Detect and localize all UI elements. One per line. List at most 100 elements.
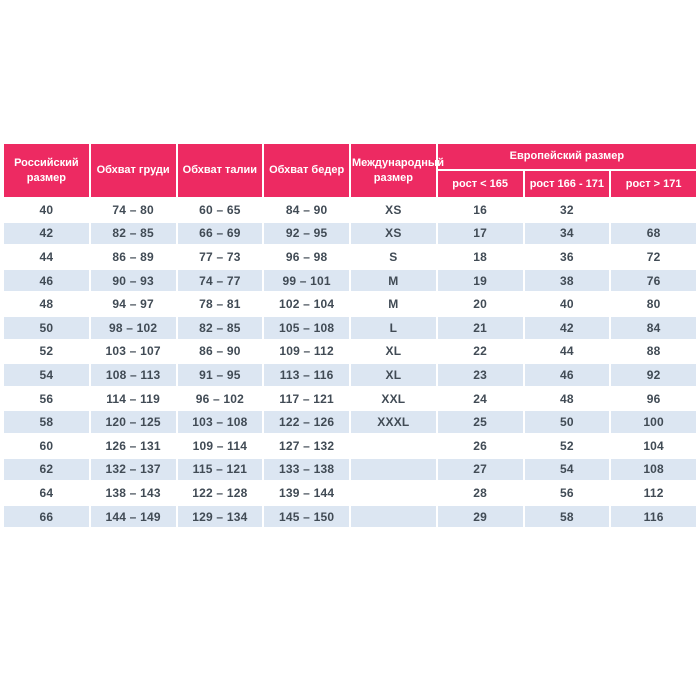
col-header-chest: Обхват груди bbox=[88, 142, 178, 199]
table-cell: 114 – 119 bbox=[88, 385, 178, 412]
table-cell: 108 – 113 bbox=[88, 362, 178, 388]
table-cell: M bbox=[349, 291, 438, 317]
table-cell: 91 – 95 bbox=[175, 362, 265, 388]
table-cell: 133 – 138 bbox=[262, 456, 351, 483]
table-cell: XL bbox=[349, 338, 438, 365]
table-cell: 86 – 90 bbox=[175, 338, 265, 365]
table-cell: L bbox=[349, 314, 438, 341]
table-cell: 139 – 144 bbox=[262, 480, 351, 506]
table-cell: 48 bbox=[2, 291, 91, 317]
table-cell: 56 bbox=[2, 385, 91, 412]
table-row: 52 103 – 107 86 – 90 109 – 112 XL 22 44 88 bbox=[2, 338, 698, 365]
table-cell: 19 bbox=[435, 267, 525, 294]
table-cell: 60 bbox=[2, 432, 91, 459]
table-row: 66 144 – 149 129 – 134 145 – 150 29 58 116 bbox=[2, 503, 698, 530]
table-cell: 104 bbox=[609, 432, 698, 459]
table-cell: 16 bbox=[435, 197, 525, 223]
table-cell: 54 bbox=[522, 456, 612, 483]
table-cell: 40 bbox=[2, 197, 91, 223]
table-cell: 98 – 102 bbox=[88, 314, 178, 341]
table-cell: 28 bbox=[435, 480, 525, 506]
table-cell: 76 bbox=[609, 267, 698, 294]
table-row: 60 126 – 131 109 – 114 127 – 132 26 52 104 bbox=[2, 432, 698, 459]
table-cell: 115 – 121 bbox=[175, 456, 265, 483]
table-cell: 29 bbox=[435, 503, 525, 530]
size-chart-table: Российский размер Обхват груди Обхват та… bbox=[2, 142, 699, 530]
table-cell: 112 bbox=[609, 480, 698, 506]
table-cell: 82 – 85 bbox=[88, 220, 178, 247]
table-cell: 113 – 116 bbox=[262, 362, 351, 388]
table-cell: 117 – 121 bbox=[262, 385, 351, 412]
table-cell: 132 – 137 bbox=[88, 456, 178, 483]
table-cell: XL bbox=[349, 362, 438, 388]
table-cell: 80 bbox=[609, 291, 698, 317]
table-cell: 40 bbox=[522, 291, 612, 317]
table-cell: 48 bbox=[522, 385, 612, 412]
table-cell: XXL bbox=[349, 385, 438, 412]
table-cell: 21 bbox=[435, 314, 525, 341]
table-cell: 92 bbox=[609, 362, 698, 388]
table-cell: 64 bbox=[2, 480, 91, 506]
table-cell: M bbox=[349, 267, 438, 294]
table-cell: 84 – 90 bbox=[262, 197, 351, 223]
table-cell: 54 bbox=[2, 362, 91, 388]
table-cell: 96 – 98 bbox=[262, 244, 351, 270]
table-cell: 58 bbox=[522, 503, 612, 530]
table-cell: 42 bbox=[2, 220, 91, 247]
table-cell: 105 – 108 bbox=[262, 314, 351, 341]
table-cell: 122 – 126 bbox=[262, 409, 351, 435]
header-row-top: Российский размер Обхват груди Обхват та… bbox=[2, 142, 699, 199]
table-cell: 96 – 102 bbox=[175, 385, 265, 412]
table-cell: XXXL bbox=[349, 409, 438, 435]
table-cell: 84 bbox=[609, 314, 698, 341]
table-cell: 68 bbox=[609, 220, 698, 247]
table-cell: 127 – 132 bbox=[262, 432, 351, 459]
table-cell: 72 bbox=[609, 244, 698, 270]
col-header-hips: Обхват бедер bbox=[262, 142, 351, 199]
table-cell bbox=[349, 503, 438, 530]
table-cell: 58 bbox=[2, 409, 91, 435]
table-cell: 46 bbox=[2, 267, 91, 294]
table-row: 42 82 – 85 66 – 69 92 – 95 XS 17 34 68 bbox=[2, 220, 698, 247]
table-cell: 56 bbox=[522, 480, 612, 506]
table-cell: 109 – 112 bbox=[262, 338, 351, 365]
table-cell: 44 bbox=[522, 338, 612, 365]
table-cell: 66 bbox=[2, 503, 91, 530]
table-cell: 82 – 85 bbox=[175, 314, 265, 341]
table-cell: 90 – 93 bbox=[88, 267, 178, 294]
table-cell: 23 bbox=[435, 362, 525, 388]
table-cell: 50 bbox=[522, 409, 612, 435]
col-group-header-european: Европейский размер bbox=[435, 142, 699, 171]
table-cell: 52 bbox=[2, 338, 91, 365]
table-cell: 27 bbox=[435, 456, 525, 483]
table-cell: 108 bbox=[609, 456, 698, 483]
table-row: 48 94 – 97 78 – 81 102 – 104 M 20 40 80 bbox=[2, 291, 698, 317]
table-cell: 116 bbox=[609, 503, 698, 530]
table-cell: 100 bbox=[609, 409, 698, 435]
table-cell: 86 – 89 bbox=[88, 244, 178, 270]
table-cell: 62 bbox=[2, 456, 91, 483]
table-cell: 94 – 97 bbox=[88, 291, 178, 317]
table-cell: S bbox=[349, 244, 438, 270]
table-cell: 50 bbox=[2, 314, 91, 341]
table-cell: 144 – 149 bbox=[88, 503, 178, 530]
table-cell: 66 – 69 bbox=[175, 220, 265, 247]
table-cell: 74 – 80 bbox=[88, 197, 178, 223]
table-cell: 109 – 114 bbox=[175, 432, 265, 459]
table-row: 64 138 – 143 122 – 128 139 – 144 28 56 112 bbox=[2, 480, 698, 506]
table-cell bbox=[609, 197, 698, 223]
table-cell: 126 – 131 bbox=[88, 432, 178, 459]
col-header-russian-size: Российский размер bbox=[2, 142, 91, 199]
table-cell bbox=[349, 456, 438, 483]
table-cell: 20 bbox=[435, 291, 525, 317]
header-row-sub: рост < 165 рост 166 - 171 рост > 171 bbox=[3, 169, 698, 199]
table-cell: 32 bbox=[522, 197, 612, 223]
table-row: 58 120 – 125 103 – 108 122 – 126 XXXL 25 50 100 bbox=[2, 409, 698, 435]
table-cell: 88 bbox=[609, 338, 698, 365]
table-cell: 42 bbox=[522, 314, 612, 341]
table-cell: 60 – 65 bbox=[175, 197, 265, 223]
table-cell: 77 – 73 bbox=[175, 244, 265, 270]
table-cell: 46 bbox=[522, 362, 612, 388]
col-header-waist: Обхват талии bbox=[175, 142, 265, 199]
table-cell: 36 bbox=[522, 244, 612, 270]
